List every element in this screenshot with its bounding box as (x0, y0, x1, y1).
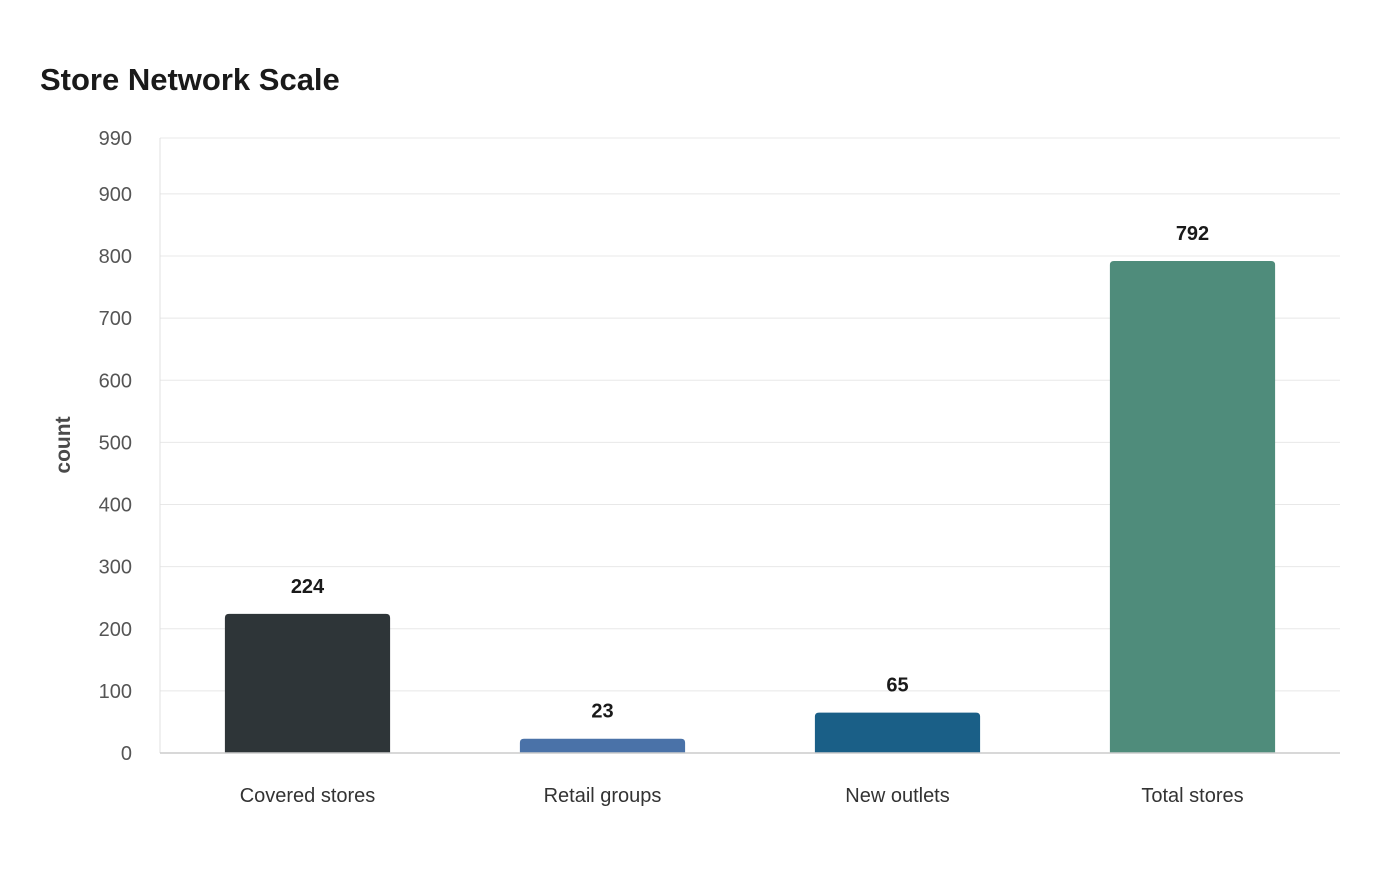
y-tick-label-600: 600 (99, 370, 132, 392)
y-axis-ticks: 0 100 200 300 400 500 600 700 800 900 990 (99, 128, 132, 765)
x-axis-ticks: Covered stores Retail groups New outlets To… (240, 785, 1244, 807)
y-tick-label-200: 200 (99, 619, 132, 641)
x-tick-label-covered-stores: Covered stores (240, 785, 376, 807)
y-tick-label-300: 300 (99, 557, 132, 579)
y-tick-label-500: 500 (99, 432, 132, 454)
x-tick-label-retail-groups: Retail groups (544, 785, 662, 807)
data-label-retail-groups: 23 (591, 701, 613, 723)
data-label-new-outlets: 65 (886, 675, 908, 697)
y-tick-label-800: 800 (99, 246, 132, 268)
y-axis-label: count (52, 416, 75, 473)
y-tick-label-700: 700 (99, 308, 132, 330)
y-tick-label-900: 900 (99, 184, 132, 206)
y-tick-label-0: 0 (121, 743, 132, 765)
x-tick-label-total-stores: Total stores (1141, 785, 1243, 807)
data-labels: 224 23 65 792 (291, 223, 1209, 723)
y-tick-label-100: 100 (99, 681, 132, 703)
y-tick-label-990: 990 (99, 128, 132, 150)
x-tick-label-new-outlets: New outlets (845, 785, 950, 807)
y-tick-label-400: 400 (99, 495, 132, 517)
bar-total-stores (1109, 261, 1276, 753)
bar-new-outlets (814, 712, 981, 753)
data-label-total-stores: 792 (1176, 223, 1209, 245)
bar-covered-stores (224, 613, 391, 753)
bar-retail-groups (519, 738, 686, 753)
chart-title: Store Network Scale (40, 62, 340, 97)
bars (224, 261, 1276, 753)
data-label-covered-stores: 224 (291, 576, 325, 598)
